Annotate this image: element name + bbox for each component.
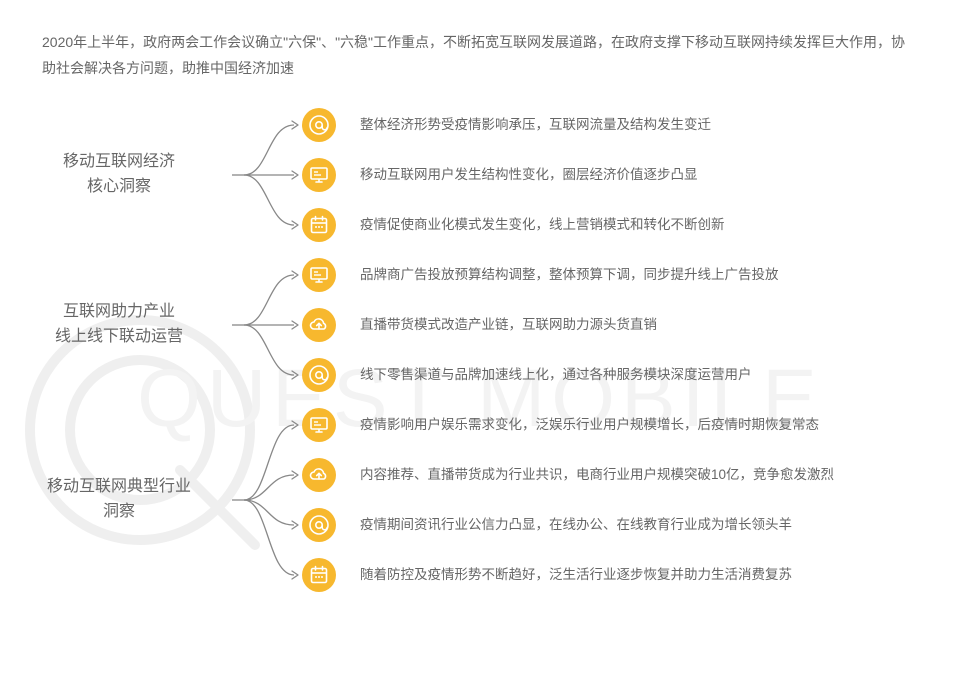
bracket	[238, 250, 302, 400]
row-text: 直播带货模式改造产业链，互联网助力源头货直销	[360, 314, 665, 336]
monitor-icon	[302, 258, 336, 292]
row-text: 品牌商广告投放预算结构调整，整体预算下调，同步提升线上广告投放	[360, 264, 787, 286]
at-icon	[302, 108, 336, 142]
cloud-icon	[302, 458, 336, 492]
row-text: 疫情影响用户娱乐需求变化，泛娱乐行业用户规模增长，后疫情时期恢复常态	[360, 414, 827, 436]
calendar-icon	[302, 558, 336, 592]
monitor-icon	[302, 158, 336, 192]
row: 随着防控及疫情形势不断趋好，泛生活行业逐步恢复并助力生活消费复苏	[302, 550, 922, 600]
rows: 疫情影响用户娱乐需求变化，泛娱乐行业用户规模增长，后疫情时期恢复常态内容推荐、直…	[302, 400, 922, 600]
section-label: 移动互联网经济核心洞察	[0, 150, 238, 200]
rows: 整体经济形势受疫情影响承压，互联网流量及结构发生变迁移动互联网用户发生结构性变化…	[302, 100, 922, 250]
row: 直播带货模式改造产业链，互联网助力源头货直销	[302, 300, 922, 350]
section-label-line: 线上线下联动运营	[0, 325, 238, 350]
row: 品牌商广告投放预算结构调整，整体预算下调，同步提升线上广告投放	[302, 250, 922, 300]
row-text: 整体经济形势受疫情影响承压，互联网流量及结构发生变迁	[360, 114, 719, 136]
row: 疫情促使商业化模式发生变化，线上营销模式和转化不断创新	[302, 200, 922, 250]
section-label-line: 洞察	[0, 500, 238, 525]
intro-paragraph: 2020年上半年，政府两会工作会议确立"六保"、"六稳"工作重点，不断拓宽互联网…	[0, 0, 960, 100]
section-label-line: 互联网助力产业	[0, 300, 238, 325]
calendar-icon	[302, 208, 336, 242]
row: 内容推荐、直播带货成为行业共识，电商行业用户规模突破10亿，竞争愈发激烈	[302, 450, 922, 500]
at-icon	[302, 358, 336, 392]
rows: 品牌商广告投放预算结构调整，整体预算下调，同步提升线上广告投放直播带货模式改造产…	[302, 250, 922, 400]
row: 疫情期间资讯行业公信力凸显，在线办公、在线教育行业成为增长领头羊	[302, 500, 922, 550]
row: 移动互联网用户发生结构性变化，圈层经济价值逐步凸显	[302, 150, 922, 200]
row: 疫情影响用户娱乐需求变化，泛娱乐行业用户规模增长，后疫情时期恢复常态	[302, 400, 922, 450]
row-text: 疫情促使商业化模式发生变化，线上营销模式和转化不断创新	[360, 214, 733, 236]
sections-container: 移动互联网经济核心洞察整体经济形势受疫情影响承压，互联网流量及结构发生变迁移动互…	[0, 100, 960, 600]
cloud-icon	[302, 308, 336, 342]
section: 互联网助力产业线上线下联动运营 品牌商广告投放预算结构调整，整体预算下调，同步提升…	[0, 250, 922, 400]
bracket	[238, 400, 302, 600]
row-text: 线下零售渠道与品牌加速线上化，通过各种服务模块深度运营用户	[360, 364, 760, 386]
section-label: 互联网助力产业线上线下联动运营	[0, 300, 238, 350]
row: 线下零售渠道与品牌加速线上化，通过各种服务模块深度运营用户	[302, 350, 922, 400]
monitor-icon	[302, 408, 336, 442]
at-icon	[302, 508, 336, 542]
row-text: 内容推荐、直播带货成为行业共识，电商行业用户规模突破10亿，竞争愈发激烈	[360, 464, 842, 486]
section: 移动互联网经济核心洞察整体经济形势受疫情影响承压，互联网流量及结构发生变迁移动互…	[0, 100, 922, 250]
row-text: 移动互联网用户发生结构性变化，圈层经济价值逐步凸显	[360, 164, 706, 186]
row-text: 疫情期间资讯行业公信力凸显，在线办公、在线教育行业成为增长领头羊	[360, 514, 800, 536]
row: 整体经济形势受疫情影响承压，互联网流量及结构发生变迁	[302, 100, 922, 150]
section: 移动互联网典型行业洞察 疫情影响用户娱乐需求变化，泛娱乐行业用户规模增长，后疫情时…	[0, 400, 922, 600]
section-label: 移动互联网典型行业洞察	[0, 475, 238, 525]
section-label-line: 移动互联网典型行业	[0, 475, 238, 500]
section-label-line: 移动互联网经济	[0, 150, 238, 175]
row-text: 随着防控及疫情形势不断趋好，泛生活行业逐步恢复并助力生活消费复苏	[360, 564, 800, 586]
bracket	[238, 100, 302, 250]
section-label-line: 核心洞察	[0, 175, 238, 200]
